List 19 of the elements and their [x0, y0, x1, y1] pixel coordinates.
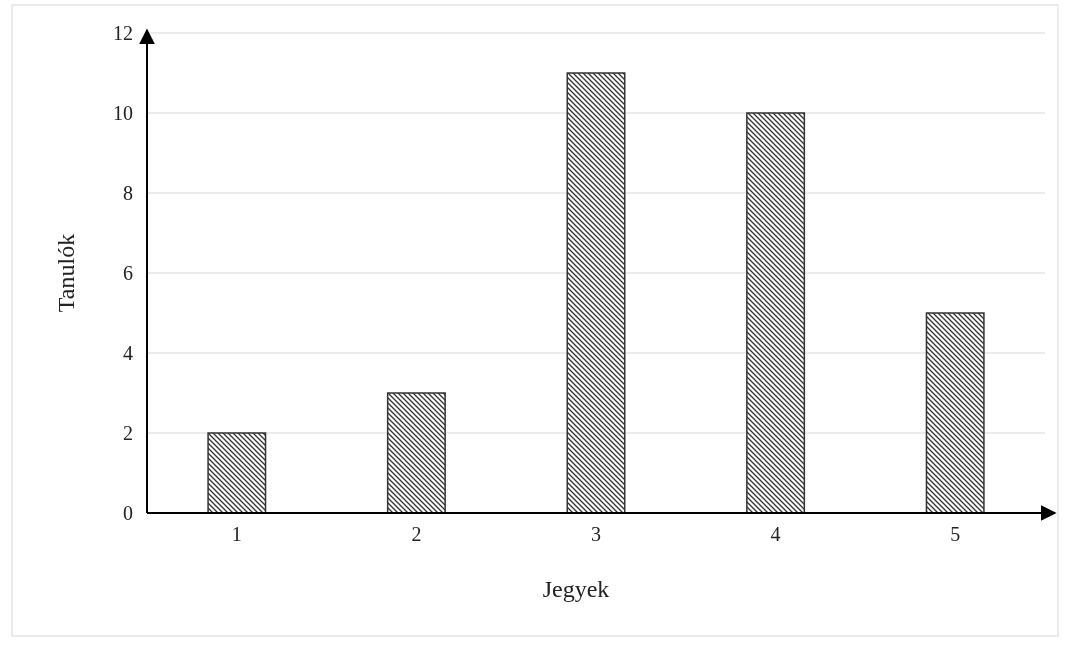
y-tick-label: 2	[123, 421, 133, 444]
y-tick-label: 10	[113, 101, 133, 124]
x-tick-label: 5	[950, 523, 961, 546]
y-axis-title: Tanulók	[53, 233, 79, 313]
y-tick-label: 6	[123, 261, 133, 284]
bar	[207, 432, 267, 514]
x-tick-label: 1	[231, 523, 242, 546]
y-tick-label: 8	[123, 181, 133, 204]
bar	[386, 392, 446, 514]
bar	[566, 72, 626, 514]
y-tick-label: 4	[123, 341, 133, 364]
bar	[925, 312, 985, 514]
x-tick-label: 4	[770, 523, 781, 546]
x-axis-title: Jegyek	[542, 576, 610, 602]
y-tick-label: 0	[123, 501, 133, 524]
bar	[746, 112, 806, 514]
y-tick-label: 12	[113, 21, 133, 44]
x-tick-label: 2	[411, 523, 422, 546]
x-tick-label: 3	[591, 523, 601, 546]
